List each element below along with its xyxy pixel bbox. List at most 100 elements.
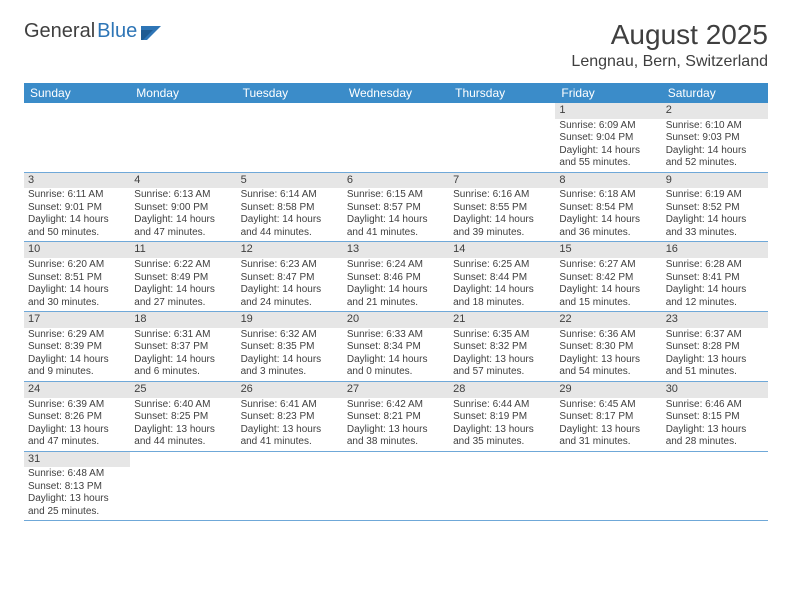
sunrise-line: Sunrise: 6:32 AM	[241, 329, 339, 342]
daylight-line: Daylight: 14 hours and 21 minutes.	[347, 284, 445, 309]
day-number: 14	[449, 242, 555, 258]
sunset-line: Sunset: 8:54 PM	[559, 202, 657, 215]
page-header: GeneralBlue August 2025 Lengnau, Bern, S…	[24, 20, 768, 71]
daylight-line: Daylight: 14 hours and 12 minutes.	[666, 284, 764, 309]
day-number: 5	[237, 173, 343, 189]
calendar-day-cell: 28Sunrise: 6:44 AMSunset: 8:19 PMDayligh…	[449, 381, 555, 451]
sunrise-line: Sunrise: 6:10 AM	[666, 120, 764, 133]
sunrise-line: Sunrise: 6:39 AM	[28, 399, 126, 412]
sunset-line: Sunset: 8:41 PM	[666, 272, 764, 285]
sunset-line: Sunset: 8:25 PM	[134, 411, 232, 424]
day-number: 3	[24, 173, 130, 189]
daylight-line: Daylight: 14 hours and 3 minutes.	[241, 354, 339, 379]
day-number: 15	[555, 242, 661, 258]
sunset-line: Sunset: 8:28 PM	[666, 341, 764, 354]
daylight-line: Daylight: 13 hours and 44 minutes.	[134, 424, 232, 449]
sunrise-line: Sunrise: 6:19 AM	[666, 189, 764, 202]
sunset-line: Sunset: 8:51 PM	[28, 272, 126, 285]
sunset-line: Sunset: 9:04 PM	[559, 132, 657, 145]
day-number: 6	[343, 173, 449, 189]
sunrise-line: Sunrise: 6:45 AM	[559, 399, 657, 412]
title-block: August 2025 Lengnau, Bern, Switzerland	[571, 20, 768, 71]
day-number: 27	[343, 382, 449, 398]
sunset-line: Sunset: 8:37 PM	[134, 341, 232, 354]
sunset-line: Sunset: 8:49 PM	[134, 272, 232, 285]
calendar-day-cell: 15Sunrise: 6:27 AMSunset: 8:42 PMDayligh…	[555, 242, 661, 312]
sunset-line: Sunset: 8:13 PM	[28, 481, 126, 494]
daylight-line: Daylight: 13 hours and 51 minutes.	[666, 354, 764, 379]
daylight-line: Daylight: 14 hours and 55 minutes.	[559, 145, 657, 170]
sunrise-line: Sunrise: 6:13 AM	[134, 189, 232, 202]
calendar-day-cell: 21Sunrise: 6:35 AMSunset: 8:32 PMDayligh…	[449, 312, 555, 382]
calendar-day-cell: 3Sunrise: 6:11 AMSunset: 9:01 PMDaylight…	[24, 172, 130, 242]
sunrise-line: Sunrise: 6:18 AM	[559, 189, 657, 202]
sunrise-line: Sunrise: 6:36 AM	[559, 329, 657, 342]
location-subtitle: Lengnau, Bern, Switzerland	[571, 53, 768, 71]
daylight-line: Daylight: 14 hours and 33 minutes.	[666, 214, 764, 239]
daylight-line: Daylight: 13 hours and 57 minutes.	[453, 354, 551, 379]
day-number: 28	[449, 382, 555, 398]
calendar-day-cell: 7Sunrise: 6:16 AMSunset: 8:55 PMDaylight…	[449, 172, 555, 242]
logo: GeneralBlue	[24, 20, 163, 43]
daylight-line: Daylight: 14 hours and 39 minutes.	[453, 214, 551, 239]
sunset-line: Sunset: 8:57 PM	[347, 202, 445, 215]
calendar-day-cell: 12Sunrise: 6:23 AMSunset: 8:47 PMDayligh…	[237, 242, 343, 312]
sunset-line: Sunset: 8:34 PM	[347, 341, 445, 354]
daylight-line: Daylight: 14 hours and 15 minutes.	[559, 284, 657, 309]
day-number: 1	[555, 103, 661, 119]
day-number: 16	[662, 242, 768, 258]
calendar-day-cell: 9Sunrise: 6:19 AMSunset: 8:52 PMDaylight…	[662, 172, 768, 242]
daylight-line: Daylight: 13 hours and 35 minutes.	[453, 424, 551, 449]
sunset-line: Sunset: 9:00 PM	[134, 202, 232, 215]
sunset-line: Sunset: 8:46 PM	[347, 272, 445, 285]
daylight-line: Daylight: 13 hours and 41 minutes.	[241, 424, 339, 449]
sunrise-line: Sunrise: 6:23 AM	[241, 259, 339, 272]
sunset-line: Sunset: 8:35 PM	[241, 341, 339, 354]
sunset-line: Sunset: 8:30 PM	[559, 341, 657, 354]
sunrise-line: Sunrise: 6:22 AM	[134, 259, 232, 272]
day-number: 13	[343, 242, 449, 258]
day-number: 24	[24, 382, 130, 398]
calendar-body: 1Sunrise: 6:09 AMSunset: 9:04 PMDaylight…	[24, 103, 768, 521]
daylight-line: Daylight: 13 hours and 28 minutes.	[666, 424, 764, 449]
sunrise-line: Sunrise: 6:41 AM	[241, 399, 339, 412]
day-number: 9	[662, 173, 768, 189]
weekday-header: Tuesday	[237, 83, 343, 103]
calendar-empty-cell	[555, 451, 661, 521]
weekday-header: Saturday	[662, 83, 768, 103]
calendar-empty-cell	[24, 103, 130, 172]
sunset-line: Sunset: 8:26 PM	[28, 411, 126, 424]
calendar-day-cell: 5Sunrise: 6:14 AMSunset: 8:58 PMDaylight…	[237, 172, 343, 242]
daylight-line: Daylight: 14 hours and 50 minutes.	[28, 214, 126, 239]
calendar-empty-cell	[343, 451, 449, 521]
daylight-line: Daylight: 13 hours and 47 minutes.	[28, 424, 126, 449]
calendar-day-cell: 14Sunrise: 6:25 AMSunset: 8:44 PMDayligh…	[449, 242, 555, 312]
sunset-line: Sunset: 8:39 PM	[28, 341, 126, 354]
daylight-line: Daylight: 13 hours and 38 minutes.	[347, 424, 445, 449]
month-title: August 2025	[571, 20, 768, 51]
sunrise-line: Sunrise: 6:16 AM	[453, 189, 551, 202]
day-number: 10	[24, 242, 130, 258]
daylight-line: Daylight: 13 hours and 54 minutes.	[559, 354, 657, 379]
calendar-empty-cell	[449, 451, 555, 521]
weekday-header: Thursday	[449, 83, 555, 103]
sunset-line: Sunset: 8:52 PM	[666, 202, 764, 215]
calendar-week-row: 17Sunrise: 6:29 AMSunset: 8:39 PMDayligh…	[24, 312, 768, 382]
sunset-line: Sunset: 8:32 PM	[453, 341, 551, 354]
calendar-day-cell: 1Sunrise: 6:09 AMSunset: 9:04 PMDaylight…	[555, 103, 661, 172]
calendar-day-cell: 16Sunrise: 6:28 AMSunset: 8:41 PMDayligh…	[662, 242, 768, 312]
daylight-line: Daylight: 14 hours and 24 minutes.	[241, 284, 339, 309]
sunrise-line: Sunrise: 6:46 AM	[666, 399, 764, 412]
calendar-empty-cell	[130, 103, 236, 172]
logo-flag-icon	[141, 24, 163, 40]
calendar-empty-cell	[237, 103, 343, 172]
day-number: 12	[237, 242, 343, 258]
daylight-line: Daylight: 13 hours and 31 minutes.	[559, 424, 657, 449]
day-number: 30	[662, 382, 768, 398]
calendar-day-cell: 22Sunrise: 6:36 AMSunset: 8:30 PMDayligh…	[555, 312, 661, 382]
day-number: 11	[130, 242, 236, 258]
daylight-line: Daylight: 14 hours and 41 minutes.	[347, 214, 445, 239]
calendar-week-row: 10Sunrise: 6:20 AMSunset: 8:51 PMDayligh…	[24, 242, 768, 312]
sunrise-line: Sunrise: 6:24 AM	[347, 259, 445, 272]
day-number: 21	[449, 312, 555, 328]
